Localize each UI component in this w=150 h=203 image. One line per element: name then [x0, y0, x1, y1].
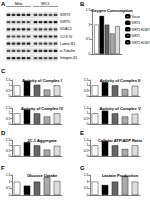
svg-text:Oxygen Consumption: Oxygen Consumption [91, 8, 133, 13]
svg-text:SIRT5 H158Y: SIRT5 H158Y [132, 40, 150, 44]
svg-text:Activity of Complex II: Activity of Complex II [100, 78, 141, 83]
svg-text:0: 0 [9, 193, 11, 197]
svg-text:0.5: 0.5 [6, 89, 11, 93]
svg-text:Mito: Mito [15, 1, 23, 6]
svg-text:E: E [80, 130, 84, 136]
svg-text:G: G [80, 165, 85, 171]
svg-text:Activity of Complex IV: Activity of Complex IV [21, 106, 64, 111]
svg-text:1: 1 [89, 23, 91, 27]
svg-text:1: 1 [9, 143, 11, 147]
svg-text:α-Tubulin: α-Tubulin [60, 49, 75, 53]
svg-text:Activity of Complex V: Activity of Complex V [99, 106, 140, 111]
svg-text:0.5: 0.5 [84, 149, 89, 153]
svg-text:F: F [1, 165, 5, 171]
svg-text:1.5: 1.5 [84, 78, 89, 82]
svg-text:1.5: 1.5 [6, 106, 11, 110]
svg-text:Glucose Uptake: Glucose Uptake [27, 173, 58, 178]
svg-text:0: 0 [9, 154, 11, 158]
svg-text:1: 1 [9, 111, 11, 115]
svg-text:0: 0 [9, 122, 11, 126]
svg-text:0: 0 [9, 94, 11, 98]
svg-text:0.5: 0.5 [6, 149, 11, 153]
svg-text:WCL: WCL [41, 1, 51, 6]
svg-text:1.5: 1.5 [6, 78, 11, 82]
svg-text:0.5: 0.5 [86, 37, 91, 41]
svg-text:0: 0 [87, 94, 89, 98]
svg-text:Lamin B1: Lamin B1 [60, 42, 75, 46]
svg-text:0: 0 [87, 154, 89, 158]
svg-text:Integrin-β1: Integrin-β1 [60, 56, 77, 60]
svg-text:0: 0 [87, 193, 89, 197]
svg-text:0.5: 0.5 [84, 117, 89, 121]
svg-text:C: C [1, 68, 6, 74]
svg-text:1: 1 [87, 143, 89, 147]
svg-text:VDAC1: VDAC1 [60, 27, 72, 31]
svg-text:1.5: 1.5 [84, 106, 89, 110]
svg-text:1.5: 1.5 [84, 138, 89, 142]
svg-text:0.5: 0.5 [84, 89, 89, 93]
svg-text:1: 1 [87, 111, 89, 115]
svg-text:0: 0 [87, 122, 89, 126]
svg-text:SIRT3: SIRT3 [60, 13, 70, 17]
svg-text:0.5: 0.5 [6, 186, 11, 190]
svg-text:1: 1 [9, 180, 11, 184]
svg-text:0.5: 0.5 [6, 117, 11, 121]
svg-text:Cellular ATP/ADP Ratio: Cellular ATP/ADP Ratio [98, 138, 142, 143]
svg-text:1.5: 1.5 [6, 173, 11, 177]
svg-text:0.5: 0.5 [84, 186, 89, 190]
svg-text:Activity of Complex I: Activity of Complex I [22, 78, 62, 83]
svg-text:Lactate Production: Lactate Production [102, 173, 139, 178]
svg-text:1.5: 1.5 [84, 173, 89, 177]
svg-text:1.5: 1.5 [86, 8, 91, 12]
svg-text:1: 1 [87, 83, 89, 87]
svg-text:0: 0 [89, 52, 91, 56]
svg-text:Vector: Vector [132, 14, 141, 18]
svg-text:COX IV: COX IV [60, 35, 73, 39]
svg-text:SIRT3: SIRT3 [132, 21, 141, 25]
svg-text:A: A [1, 1, 6, 7]
svg-text:1.5: 1.5 [6, 138, 11, 142]
svg-text:B: B [80, 1, 85, 7]
svg-text:JC-1 Aggregate: JC-1 Aggregate [27, 138, 57, 143]
svg-text:SIRT5: SIRT5 [132, 34, 141, 38]
svg-text:SIRT3 H248Y: SIRT3 H248Y [132, 27, 150, 31]
svg-text:1: 1 [9, 83, 11, 87]
svg-text:1: 1 [87, 180, 89, 184]
svg-text:SIRT5: SIRT5 [60, 20, 70, 24]
svg-text:D: D [1, 130, 6, 136]
